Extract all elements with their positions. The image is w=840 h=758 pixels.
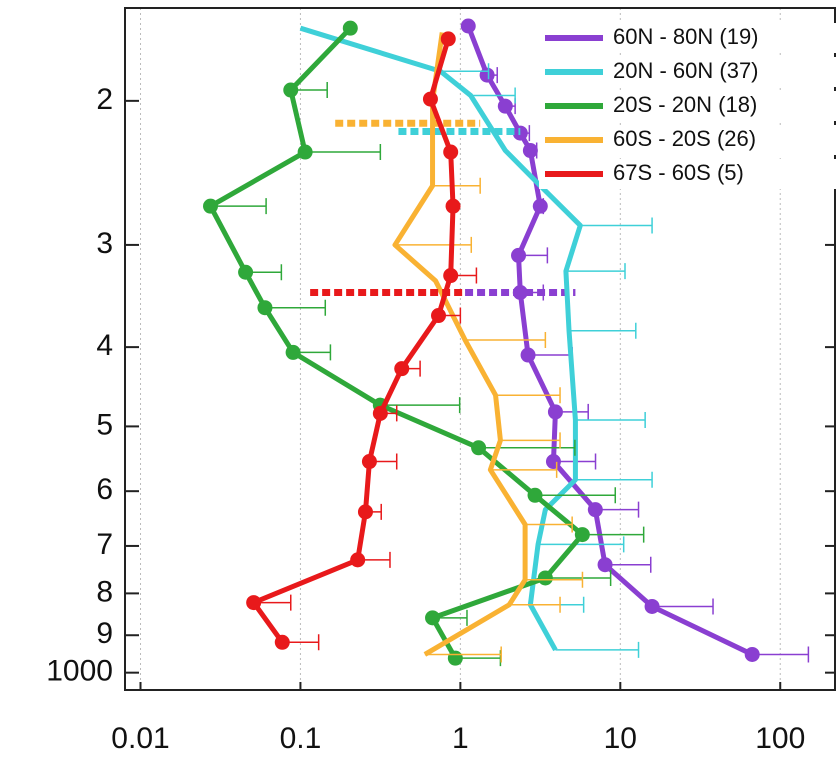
y-tick-label: 4 <box>96 329 113 362</box>
data-point <box>257 300 273 316</box>
y-tick-label: 7 <box>96 528 113 561</box>
error-bar <box>470 87 516 104</box>
error-bar <box>495 387 561 404</box>
error-bar <box>605 556 652 573</box>
data-point <box>425 610 441 626</box>
data-point <box>350 552 366 568</box>
data-point <box>479 67 495 83</box>
data-point <box>443 144 459 160</box>
error-bar <box>394 236 473 253</box>
error-bar <box>478 439 576 456</box>
data-point <box>203 198 219 214</box>
data-point <box>522 143 538 159</box>
data-point <box>520 347 536 363</box>
data-point <box>545 454 561 470</box>
data-point <box>574 527 590 543</box>
data-point <box>532 198 548 214</box>
profile-line <box>392 32 528 657</box>
y-tick-label: 8 <box>96 575 113 608</box>
plot-frame <box>124 7 836 691</box>
error-bar <box>555 641 640 658</box>
data-point <box>537 570 553 586</box>
error-bar <box>525 516 573 533</box>
data-point <box>238 264 254 280</box>
error-bar <box>525 571 584 588</box>
error-bar <box>210 198 267 215</box>
error-bar <box>509 596 561 613</box>
error-bar <box>535 487 617 504</box>
error-bar <box>380 397 461 414</box>
error-bar <box>752 646 810 663</box>
data-point <box>431 308 447 324</box>
data-point <box>497 98 513 114</box>
data-point <box>460 18 476 34</box>
y-tick-label: 3 <box>96 227 113 260</box>
x-tick-label: 0.1 <box>280 722 322 755</box>
data-point <box>587 502 603 518</box>
legend-label: 20S - 20N (18) <box>613 92 757 117</box>
data-point <box>644 598 660 614</box>
error-bar <box>565 263 626 280</box>
data-point <box>511 247 527 263</box>
x-tick-label: 10 <box>604 722 637 755</box>
legend-label: 60S - 20S (26) <box>613 126 756 151</box>
error-bar <box>652 598 714 615</box>
error-bar <box>490 461 558 478</box>
data-point <box>361 454 377 470</box>
data-point <box>527 487 543 503</box>
legend-label: 67S - 60S (5) <box>613 160 744 185</box>
data-point <box>285 344 301 360</box>
x-tick-label: 0.01 <box>111 722 169 755</box>
data-point <box>274 634 290 650</box>
data-point <box>372 405 388 421</box>
error-bar <box>424 646 502 663</box>
y-tick-label: 1000 <box>46 655 113 688</box>
data-point <box>471 440 487 456</box>
error-bar <box>575 471 653 488</box>
error-bar <box>580 217 653 234</box>
y-tick-label: 2 <box>96 83 113 116</box>
legend-label: 60N - 80N (19) <box>613 24 759 49</box>
error-bar <box>432 177 481 194</box>
y-tick-label: 9 <box>96 617 113 650</box>
data-point <box>357 504 373 520</box>
data-point <box>297 144 313 160</box>
error-bar <box>264 299 327 316</box>
data-point <box>597 557 613 573</box>
x-tick-label: 100 <box>755 722 805 755</box>
data-point <box>342 20 358 36</box>
error-bar <box>465 331 547 348</box>
y-tick-label: 5 <box>96 408 113 441</box>
data-point <box>547 404 563 420</box>
error-bar <box>538 536 625 553</box>
data-point <box>422 91 438 107</box>
error-bar <box>305 144 382 161</box>
data-point <box>440 31 456 47</box>
error-bar <box>545 569 612 586</box>
data-point <box>744 646 760 662</box>
error-bar <box>575 411 646 428</box>
legend-label: 20N - 60N (37) <box>613 58 759 83</box>
data-point <box>283 82 299 98</box>
data-point <box>443 268 459 284</box>
error-bar <box>455 650 502 667</box>
error-bar <box>500 432 561 449</box>
error-bar <box>440 63 490 80</box>
data-point <box>394 361 410 377</box>
data-point <box>447 650 463 666</box>
x-tick-label: 1 <box>452 722 469 755</box>
error-bar <box>569 322 637 339</box>
y-tick-label: 6 <box>96 473 113 506</box>
error-bar <box>582 526 645 543</box>
data-point <box>246 595 262 611</box>
profile-line <box>208 26 585 660</box>
data-point <box>445 198 461 214</box>
data-point <box>512 285 528 301</box>
profile-line <box>299 25 583 652</box>
